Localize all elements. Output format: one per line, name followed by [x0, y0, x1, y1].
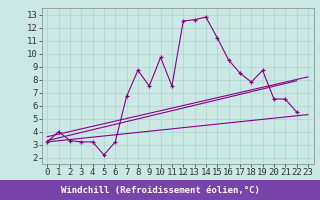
- Text: Windchill (Refroidissement éolien,°C): Windchill (Refroidissement éolien,°C): [60, 186, 260, 196]
